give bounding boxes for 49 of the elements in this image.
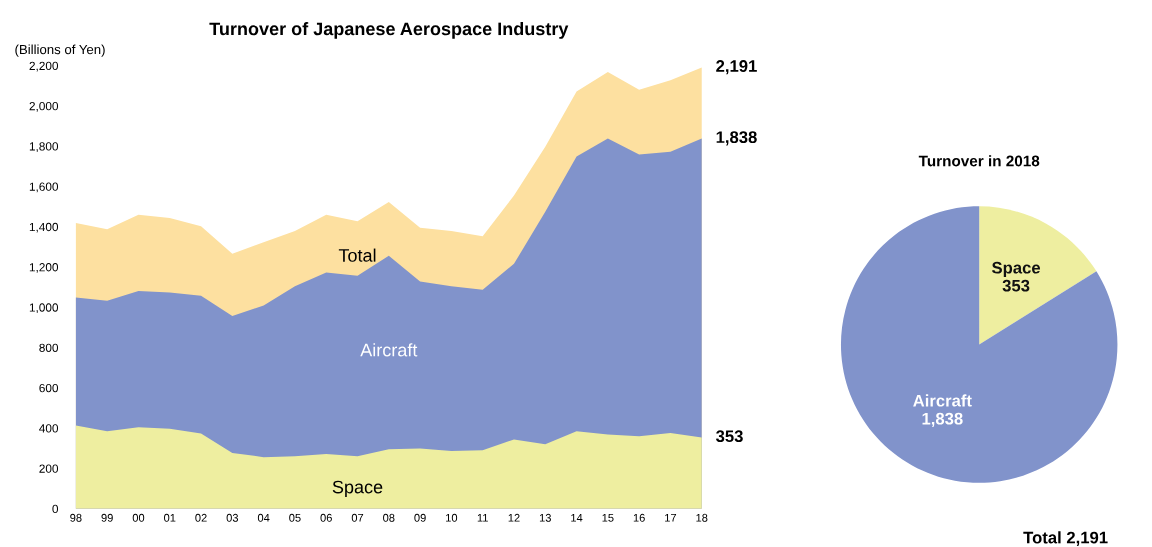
x-tick-label: 15 — [602, 513, 614, 522]
pie-slice — [840, 206, 1118, 483]
y-axis-title: (Billions of Yen) — [15, 44, 105, 57]
y-tick-label: 800 — [39, 343, 59, 352]
pie-slice — [979, 206, 1097, 345]
x-tick-label: 06 — [320, 513, 332, 522]
data-label: 1,838 — [922, 412, 963, 427]
x-tick-label: 17 — [665, 513, 677, 522]
chart-title: Turnover of Japanese Aerospace Industry — [209, 22, 569, 39]
y-tick-label: 1,200 — [29, 263, 59, 273]
series-label: Total — [338, 248, 376, 262]
y-tick-label: 1,400 — [29, 222, 59, 233]
x-tick-label: 07 — [351, 513, 364, 522]
y-tick-label: 1,800 — [29, 142, 59, 152]
annotation: 2,191 — [716, 60, 757, 75]
x-tick-label: 08 — [383, 513, 395, 522]
x-tick-label: 03 — [226, 513, 239, 522]
chart-title: Turnover in 2018 — [918, 155, 1040, 167]
y-tick-label: 1,600 — [29, 182, 59, 193]
y-tick-label: 0 — [52, 504, 59, 514]
slice-label: Aircraft — [913, 394, 972, 407]
annotation: 1,838 — [716, 131, 757, 146]
x-tick-label: 11 — [477, 513, 488, 522]
x-tick-label: 00 — [132, 513, 145, 522]
x-tick-label: 09 — [414, 513, 426, 522]
x-tick-label: 18 — [696, 513, 708, 522]
y-tick-label: 2,000 — [29, 101, 59, 112]
x-tick-label: 99 — [101, 513, 113, 522]
annotation: 353 — [715, 430, 743, 443]
series-label: Space — [332, 480, 383, 497]
series-label: Aircraft — [360, 343, 418, 357]
y-tick-label: 2,200 — [29, 61, 59, 72]
y-tick-label: 200 — [39, 464, 59, 473]
slice-label: Space — [991, 261, 1041, 277]
y-tick-label: 1,000 — [29, 303, 59, 314]
x-tick-label: 12 — [508, 513, 520, 522]
y-tick-label: 400 — [39, 424, 59, 433]
x-tick-label: 98 — [70, 513, 82, 522]
x-tick-label: 14 — [571, 513, 583, 522]
data-label: 353 — [1002, 279, 1030, 292]
text: Total 2,191 — [1023, 531, 1108, 546]
x-tick-label: 13 — [539, 513, 551, 522]
y-tick-label: 600 — [39, 383, 59, 393]
x-tick-label: 16 — [633, 513, 645, 522]
x-tick-label: 02 — [195, 513, 207, 522]
x-tick-label: 04 — [257, 513, 270, 522]
x-tick-label: 10 — [446, 513, 458, 522]
x-tick-label: 01 — [164, 513, 176, 522]
x-tick-label: 05 — [289, 513, 301, 522]
